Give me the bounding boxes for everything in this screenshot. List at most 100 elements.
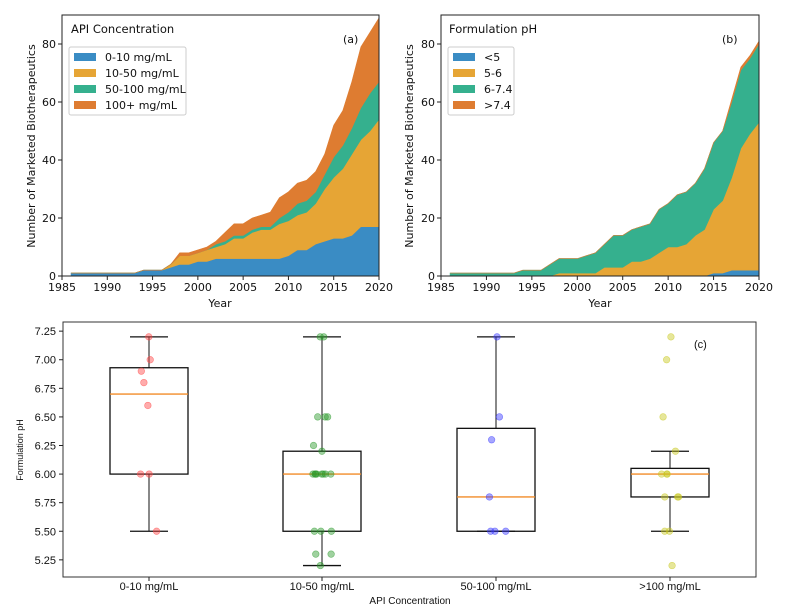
box-1 bbox=[282, 333, 362, 570]
y-tick-label: 6.25 bbox=[35, 440, 56, 452]
y-tick-label: 20 bbox=[42, 212, 56, 225]
data-point bbox=[321, 470, 330, 478]
y-tick-label: 80 bbox=[421, 38, 435, 51]
y-tick-label: 20 bbox=[421, 212, 435, 225]
x-tick-label: 50-100 mg/mL bbox=[461, 581, 532, 593]
x-tick-label: 2010 bbox=[654, 281, 682, 294]
y-tick-label: 0 bbox=[428, 270, 435, 283]
y-tick-label: 5.50 bbox=[35, 526, 56, 538]
data-point bbox=[491, 527, 499, 535]
y-tick-label: 40 bbox=[421, 154, 435, 167]
y-tick-label: 5.25 bbox=[35, 555, 56, 567]
data-point bbox=[146, 356, 154, 364]
legend-label: 10-50 mg/mL bbox=[105, 67, 180, 80]
panel-b-xlabel: Year bbox=[587, 297, 612, 310]
data-point bbox=[663, 356, 671, 364]
panel-c-box-plot: 0-10 mg/mL 10-50 mg/mL 50-100 mg/mL >100 mg… bbox=[15, 321, 757, 607]
data-point bbox=[321, 413, 329, 421]
legend-swatch bbox=[453, 53, 475, 61]
box-0 bbox=[109, 333, 189, 535]
legend-label: 50-100 mg/mL bbox=[105, 83, 187, 96]
legend-label: <5 bbox=[484, 51, 500, 64]
data-point bbox=[309, 470, 317, 478]
legend-label: 6-7.4 bbox=[484, 83, 512, 96]
data-point bbox=[495, 413, 504, 421]
legend-swatch bbox=[74, 85, 96, 93]
panel-a-xlabel: Year bbox=[207, 297, 232, 310]
panel-c-frame bbox=[62, 321, 757, 578]
data-point bbox=[487, 527, 495, 535]
legend-label: 100+ mg/mL bbox=[105, 99, 178, 112]
data-point bbox=[659, 413, 667, 421]
data-point bbox=[137, 367, 145, 375]
data-point bbox=[317, 527, 325, 535]
data-point bbox=[144, 401, 152, 410]
y-tick-label: 0 bbox=[49, 270, 56, 283]
x-tick-label: 2010 bbox=[274, 281, 302, 294]
x-tick-label: 1995 bbox=[139, 281, 167, 294]
data-point bbox=[657, 470, 666, 478]
y-tick-label: 60 bbox=[42, 96, 56, 109]
y-tick-label: 80 bbox=[42, 38, 56, 51]
legend-swatch bbox=[74, 53, 96, 61]
data-point bbox=[493, 333, 501, 341]
x-tick-label: 2005 bbox=[229, 281, 257, 294]
y-tick-label: 40 bbox=[42, 154, 56, 167]
y-tick-label: 5.75 bbox=[35, 498, 56, 510]
y-tick-label: 60 bbox=[421, 96, 435, 109]
panel-a-legend-title: API Concentration bbox=[71, 22, 174, 36]
panel-b-label: (b) bbox=[722, 33, 738, 46]
data-point bbox=[136, 470, 145, 478]
box-3 bbox=[630, 333, 710, 570]
data-point bbox=[314, 413, 322, 421]
x-tick-label: 2000 bbox=[563, 281, 591, 294]
panel-b-ylabel: Number of Marketed Biotherapeutics bbox=[403, 44, 416, 248]
x-tick-label: 2015 bbox=[320, 281, 348, 294]
data-point bbox=[674, 493, 682, 501]
legend-swatch bbox=[453, 69, 475, 77]
x-tick-label: 1985 bbox=[48, 281, 76, 294]
box-iqr bbox=[109, 367, 189, 475]
legend-box bbox=[68, 46, 187, 116]
panel-a-label: (a) bbox=[343, 33, 358, 46]
data-point bbox=[502, 527, 510, 535]
x-tick-label: 2005 bbox=[609, 281, 637, 294]
data-point bbox=[327, 470, 335, 478]
y-tick-label: 6.00 bbox=[35, 469, 56, 481]
x-tick-label: 2000 bbox=[184, 281, 212, 294]
legend-label: 0-10 mg/mL bbox=[105, 51, 173, 64]
data-point bbox=[316, 561, 324, 570]
x-tick-label: 1985 bbox=[427, 281, 455, 294]
data-point bbox=[312, 550, 320, 558]
y-tick-label: 6.50 bbox=[35, 412, 56, 424]
x-tick-label: >100 mg/mL bbox=[639, 581, 700, 593]
legend-swatch bbox=[453, 85, 475, 93]
data-point bbox=[145, 333, 153, 341]
x-tick-label: 10-50 mg/mL bbox=[290, 581, 355, 593]
x-tick-label: 0-10 mg/mL bbox=[120, 581, 179, 593]
data-point bbox=[318, 447, 326, 455]
data-point bbox=[140, 379, 148, 387]
box-iqr bbox=[630, 467, 710, 498]
y-tick-label: 7.25 bbox=[35, 326, 56, 338]
panel-a-area-chart: 1985 1990 1995 2000 2005 2010 2015 2020 0 20 40 60 8… bbox=[25, 14, 393, 310]
legend-box bbox=[447, 46, 515, 116]
legend-label: >7.4 bbox=[484, 99, 511, 112]
x-tick-label: 1990 bbox=[472, 281, 500, 294]
box-iqr bbox=[282, 450, 362, 532]
panel-b-area-chart: 1985 1990 1995 2000 2005 2010 2015 2020 0 20 40 60 8… bbox=[403, 14, 773, 310]
panel-c-xlabel: API Concentration bbox=[369, 596, 450, 607]
data-point bbox=[485, 493, 494, 501]
data-point bbox=[671, 447, 680, 455]
data-point bbox=[488, 436, 496, 444]
y-tick-label: 7.00 bbox=[35, 355, 56, 367]
legend-swatch bbox=[453, 101, 475, 109]
data-point bbox=[667, 333, 675, 341]
data-point bbox=[327, 527, 335, 535]
legend-swatch bbox=[74, 69, 96, 77]
box-2 bbox=[456, 333, 536, 535]
data-point bbox=[145, 470, 153, 478]
x-tick-label: 2020 bbox=[365, 281, 393, 294]
data-point bbox=[311, 470, 320, 478]
